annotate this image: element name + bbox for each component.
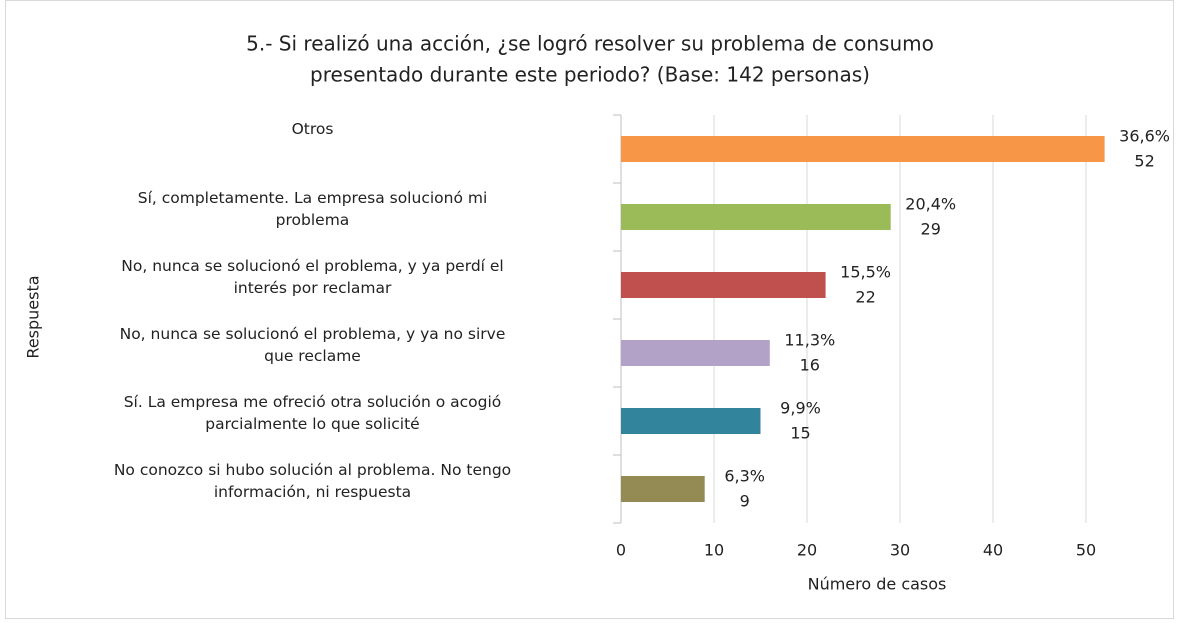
data-label-percent: 11,3% — [784, 331, 835, 350]
data-label: 16 — [800, 356, 820, 375]
chart-border — [5, 0, 1174, 619]
data-label: 15 — [790, 424, 810, 443]
y-tick-label: Otros — [291, 120, 334, 138]
x-tick-label: 30 — [890, 541, 910, 560]
x-tick-label: 0 — [616, 541, 626, 560]
data-label-percent: 20,4% — [905, 195, 956, 214]
y-tick-label: No, nunca se solucionó el problema, y ya… — [119, 325, 506, 365]
y-tick-label: Sí, completamente. La empresa solucionó … — [137, 189, 488, 229]
bar — [621, 408, 761, 434]
data-label: 52 — [1134, 152, 1154, 171]
chart-title: presentado durante este periodo? (Base: … — [310, 63, 870, 87]
data-label: 22 — [855, 288, 875, 307]
x-tick-label: 20 — [797, 541, 817, 560]
data-label-percent: 36,6% — [1119, 127, 1170, 146]
data-label: 29 — [921, 220, 941, 239]
bar — [621, 476, 705, 502]
x-tick-label: 40 — [983, 541, 1003, 560]
bar — [621, 272, 826, 298]
x-axis-title: Número de casos — [808, 575, 947, 594]
chart-title: 5.- Si realizó una acción, ¿se logró res… — [246, 32, 934, 56]
bar — [621, 136, 1105, 162]
data-label-percent: 9,9% — [780, 399, 821, 418]
data-label-percent: 15,5% — [840, 263, 891, 282]
x-tick-label: 50 — [1076, 541, 1096, 560]
data-label-percent: 6,3% — [724, 467, 765, 486]
y-tick-label: No, nunca se solucionó el problema, y ya… — [121, 257, 504, 297]
x-tick-label: 10 — [704, 541, 724, 560]
bar — [621, 340, 770, 366]
bar — [621, 204, 891, 230]
y-tick-label: Sí. La empresa me ofreció otra solución … — [123, 393, 502, 433]
data-label: 9 — [740, 492, 750, 511]
y-axis-title: Respuesta — [24, 275, 43, 358]
y-tick-label: No conozco si hubo solución al problema.… — [113, 461, 512, 501]
